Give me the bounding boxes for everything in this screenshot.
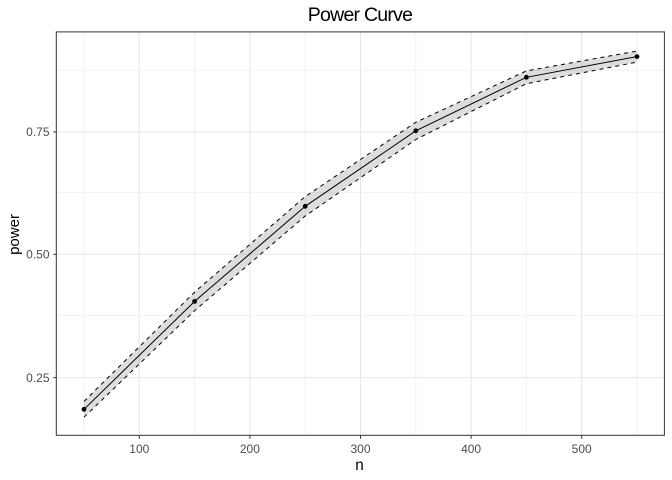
- svg-text:Power Curve: Power Curve: [308, 4, 412, 26]
- svg-text:300: 300: [350, 442, 370, 456]
- svg-text:n: n: [355, 457, 364, 474]
- svg-text:400: 400: [461, 442, 481, 456]
- svg-text:100: 100: [129, 442, 149, 456]
- svg-text:0.75: 0.75: [26, 125, 50, 139]
- svg-text:0.25: 0.25: [26, 371, 50, 385]
- svg-text:power: power: [6, 214, 23, 255]
- svg-text:500: 500: [572, 442, 592, 456]
- svg-text:200: 200: [240, 442, 260, 456]
- svg-text:0.50: 0.50: [26, 248, 50, 262]
